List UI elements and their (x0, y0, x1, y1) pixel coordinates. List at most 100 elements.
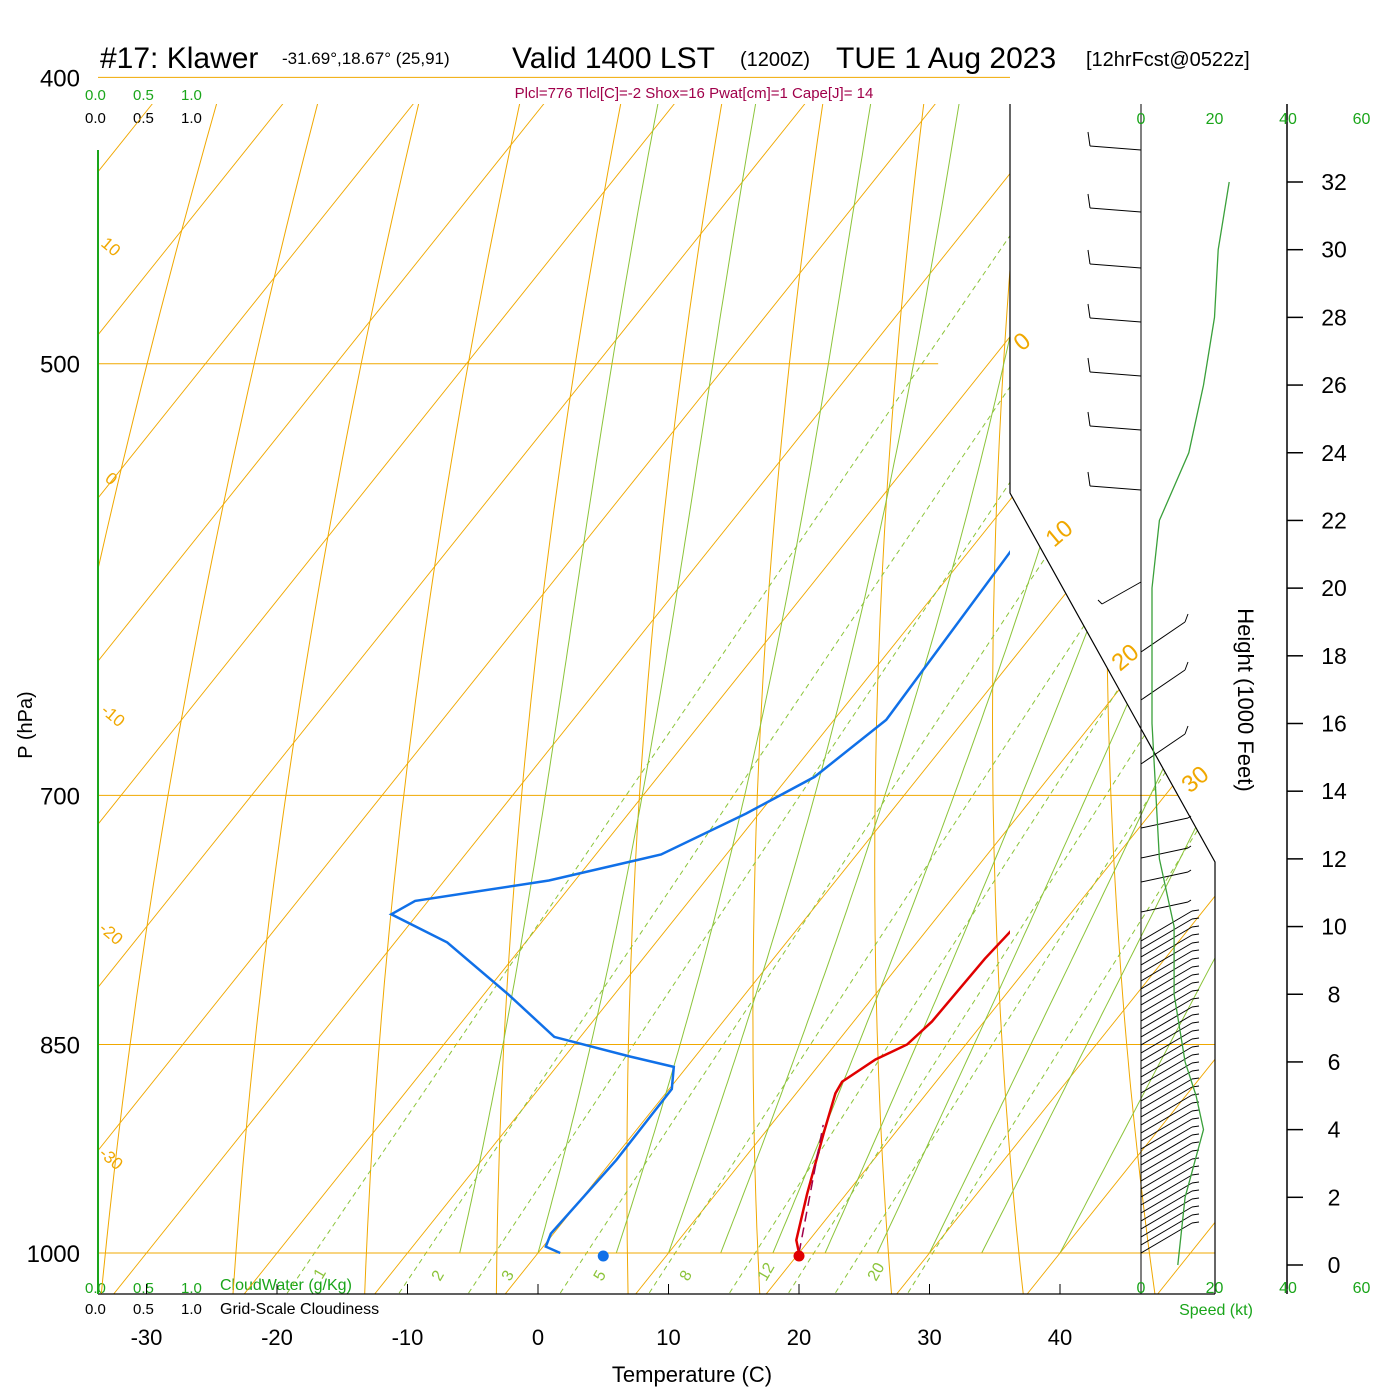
wind-barb-shaft (1140, 817, 1189, 829)
wind-barb-shaft (1140, 1150, 1193, 1182)
wind-barb-shaft (1089, 371, 1142, 377)
wind-barb-flag (1187, 899, 1192, 903)
height-tick-label: 12 (1321, 846, 1347, 872)
speed-tick-bottom: 60 (1353, 1280, 1371, 1297)
wind-barb-flag (1191, 973, 1200, 976)
wind-barb-flag (1191, 1133, 1200, 1136)
cloud-bot-black-0: 0.0 (85, 1301, 106, 1318)
x-tick-label: -30 (131, 1325, 163, 1350)
sounding-data (388, 550, 1010, 1262)
wind-barb-shaft (1140, 1038, 1193, 1070)
dry-adiabat-line (363, 104, 696, 1294)
wind-barb-shaft (1140, 1022, 1193, 1054)
dry-adiabat-labels-right: 0 10 20 30 (1009, 327, 1215, 798)
wind-barb-shaft (1140, 669, 1186, 701)
wind-barb-shaft (1140, 918, 1193, 950)
x-axis-title: Temperature (C) (612, 1362, 772, 1387)
cloud-bot-black-1: 0.5 (133, 1301, 154, 1318)
wind-barb-flag (1191, 997, 1200, 1000)
speed-tick-bottom: 40 (1279, 1280, 1297, 1297)
wind-barb-shaft (1140, 1046, 1193, 1078)
y-tick-label: 850 (40, 1032, 80, 1059)
height-tick-label: 18 (1321, 643, 1347, 669)
cloud-scale-top: 0.0 0.5 1.0 0.0 0.5 1.0 (85, 87, 202, 127)
wind-barb-shaft (1140, 1014, 1193, 1046)
wind-barb-shaft (1089, 485, 1142, 491)
speed-axis-title: Speed (kt) (1179, 1302, 1253, 1319)
speed-tick-bottom: 0 (1137, 1280, 1146, 1297)
wind-barb-shaft (1089, 263, 1142, 269)
station-title: #17: Klawer (100, 42, 258, 75)
wind-barb-flag (1191, 1181, 1200, 1184)
wind-barb-flag (1184, 661, 1189, 671)
cloud-top-black-1: 0.5 (133, 110, 154, 127)
valid-date: TUE 1 Aug 2023 (836, 42, 1056, 75)
x-tick-label: 40 (1048, 1325, 1072, 1350)
wind-barb-flag (1191, 1013, 1200, 1016)
dry-label-left: 10 (97, 234, 124, 261)
wind-barb-shaft (1140, 950, 1193, 982)
wind-barb-flag (1191, 1117, 1200, 1120)
isotherm-line (226, 104, 1215, 1294)
isotherm-line (98, 104, 1215, 1294)
isotherm-line (98, 104, 960, 1294)
wind-barb-flag (1191, 1205, 1200, 1208)
wind-barb-shaft (1140, 926, 1193, 958)
height-tick-label: 28 (1321, 304, 1347, 330)
wind-barb-flag (1191, 1029, 1200, 1032)
dry-label-right: 0 (1009, 327, 1037, 356)
wind-barb-flag (1087, 357, 1091, 373)
valid-time: Valid 1400 LST (512, 42, 715, 75)
mixing-ratio-line (714, 104, 1215, 1294)
cloud-bot-green-1: 0.5 (133, 1280, 154, 1297)
wind-barb-flag (1191, 1045, 1200, 1048)
wind-barb-shaft (1140, 934, 1193, 966)
wind-barb-shaft (1140, 1190, 1193, 1222)
wind-barb-shaft (1140, 1198, 1193, 1230)
temperature-axis-ticks: -30 -20 -10 0 10 20 30 40 (131, 1284, 1072, 1350)
wind-barb-flag (1191, 917, 1200, 920)
mixing-ratio-line (545, 104, 1215, 1294)
speed-tick-top: 20 (1206, 111, 1224, 128)
isotherm-line (487, 104, 1215, 1294)
wind-barb-flag (1191, 1037, 1200, 1040)
mixing-ratio-line (383, 104, 1215, 1294)
wind-barb-flag (1191, 1197, 1200, 1200)
wind-barb-shaft (1140, 1142, 1193, 1174)
dry-label-left: 0 (101, 469, 120, 490)
x-tick-label: 0 (532, 1325, 544, 1350)
wind-barb-shaft (1140, 1206, 1193, 1238)
wind-barb-flag (1087, 193, 1091, 209)
wind-barb-shaft (1140, 901, 1189, 913)
dry-label-left: -20 (95, 919, 126, 949)
wind-speed-profile (1140, 104, 1288, 1294)
mr-label: 8 (677, 1268, 696, 1284)
wind-barb-shaft (1089, 145, 1142, 151)
wind-barb-shaft (1140, 1166, 1193, 1198)
height-tick-label: 0 (1328, 1252, 1341, 1278)
isotherm-line (879, 104, 1215, 1294)
cloud-top-green-1: 0.5 (133, 87, 154, 104)
wind-barb-flag (1191, 957, 1200, 960)
wind-barb-flag (1191, 1189, 1200, 1192)
height-tick-label: 22 (1321, 507, 1347, 533)
y-tick-label: 1000 (27, 1241, 80, 1268)
wind-barb-flag (1191, 1077, 1200, 1080)
x-tick-label: 30 (917, 1325, 941, 1350)
wind-barb-shaft (1140, 990, 1193, 1022)
wind-barb-shaft (1140, 958, 1193, 990)
mr-label: 2 (429, 1268, 448, 1284)
dry-adiabat-line (991, 104, 1130, 1294)
temperature-profile (795, 930, 1010, 1254)
dry-adiabat-line (626, 104, 870, 1294)
wind-barb-shaft (1140, 982, 1193, 1014)
height-tick-label: 10 (1321, 914, 1347, 940)
wind-barb-shaft (1140, 1030, 1193, 1062)
moist-adiabat-line (772, 104, 1215, 1254)
isobars (98, 76, 1215, 1254)
wind-barb-flag (1087, 249, 1091, 265)
zulu-time: (1200Z) (740, 49, 810, 71)
surface-temperature-point (793, 1250, 805, 1262)
wind-barb-flag (1184, 725, 1189, 735)
cloud-bot-black-2: 1.0 (181, 1301, 202, 1318)
